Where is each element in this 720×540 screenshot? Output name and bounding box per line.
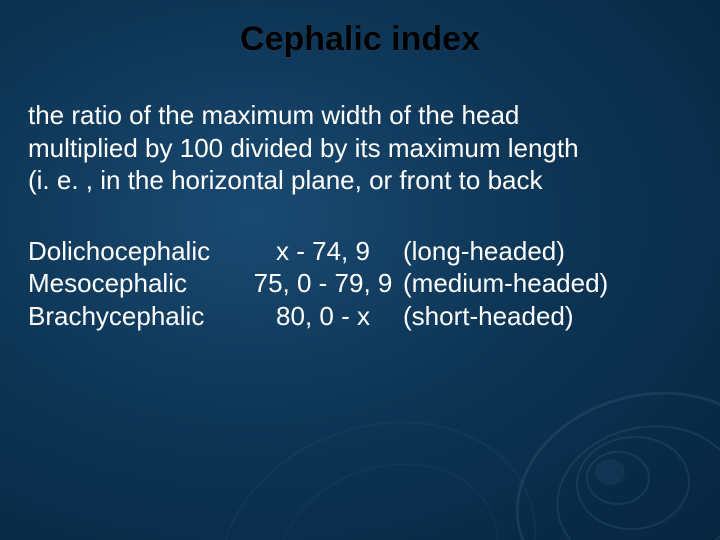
class-range: 75, 0 - 79, 9 xyxy=(243,267,403,300)
class-desc: (short-headed) xyxy=(403,301,574,331)
decorative-swirl xyxy=(586,451,650,505)
decorative-swirl xyxy=(545,411,720,540)
classification-row: Dolichocephalicx - 74, 9(long-headed) xyxy=(28,235,692,268)
decorative-swirl xyxy=(492,363,720,540)
class-desc: (long-headed) xyxy=(403,236,565,266)
class-label: Brachycephalic xyxy=(28,300,243,333)
decorative-swirl xyxy=(595,459,625,485)
slide-title: Cephalic index xyxy=(0,20,720,59)
decorative-swirl xyxy=(182,378,573,540)
definition-line: (i. e. , in the horizontal plane, or fro… xyxy=(28,164,692,197)
slide: Cephalic index the ratio of the maximum … xyxy=(0,0,720,540)
definition-block: the ratio of the maximum width of the he… xyxy=(0,99,720,197)
classification-row: Brachycephalic80, 0 - x(short-headed) xyxy=(28,300,692,333)
class-range: x - 74, 9 xyxy=(243,235,403,268)
classification-row: Mesocephalic75, 0 - 79, 9(medium-headed) xyxy=(28,267,692,300)
class-label: Dolichocephalic xyxy=(28,235,243,268)
definition-line: the ratio of the maximum width of the he… xyxy=(28,99,692,132)
classification-block: Dolichocephalicx - 74, 9(long-headed) Me… xyxy=(0,235,720,333)
decorative-swirl xyxy=(572,431,694,535)
decorative-swirl xyxy=(255,436,522,540)
class-desc: (medium-headed) xyxy=(403,268,608,298)
class-label: Mesocephalic xyxy=(28,267,243,300)
definition-line: multiplied by 100 divided by its maximum… xyxy=(28,132,692,165)
class-range: 80, 0 - x xyxy=(243,300,403,333)
